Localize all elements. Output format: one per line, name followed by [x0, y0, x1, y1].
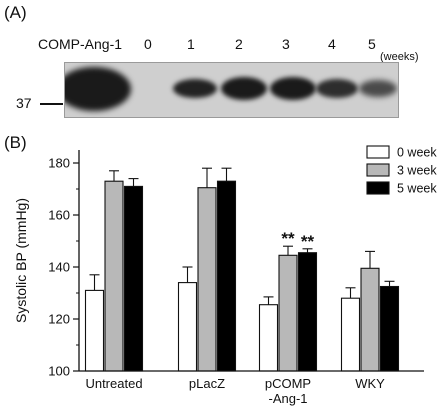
legend-label-1: 3 week: [397, 164, 437, 178]
significance-marker-0: **: [281, 229, 295, 248]
blot-row-label: COMP-Ang-1: [38, 36, 123, 52]
y-tick-label-100: 100: [48, 364, 70, 379]
lane-unit-label: (weeks): [380, 51, 419, 63]
blot-band-week-1: [173, 79, 217, 98]
category-label-3: WKY: [355, 376, 385, 391]
y-tick-label-180: 180: [48, 156, 70, 171]
category-label-line: pLacZ: [189, 376, 225, 391]
legend-swatch-1: [366, 163, 390, 177]
bar-2-1: [278, 254, 298, 372]
bar-3-2: [379, 285, 400, 372]
bar-0-2: [123, 185, 144, 372]
y-axis-label: Systolic BP (mmHg): [13, 198, 29, 323]
y-tick-label-140: 140: [48, 260, 70, 275]
blot-band-week-3: [270, 77, 316, 100]
category-label-line: WKY: [355, 376, 385, 391]
western-blot-image: [64, 62, 399, 118]
bar-1-0: [177, 282, 198, 372]
lane-label-2: 2: [235, 36, 243, 52]
y-tick-label-120: 120: [48, 312, 70, 327]
category-label-0: Untreated: [85, 376, 142, 391]
marker-label: 37: [16, 95, 32, 111]
y-tick-label-160: 160: [48, 208, 70, 223]
blot-band-standard: [65, 67, 131, 111]
lane-label-1: 1: [187, 36, 195, 52]
category-label-line: -Ang-1: [268, 391, 307, 406]
legend-swatch-2: [366, 181, 390, 195]
legend-label-0: 0 week: [397, 146, 437, 160]
category-label-2: pCOMP -Ang-1: [265, 376, 311, 406]
marker-tick: [40, 103, 63, 105]
bar-3-0: [340, 297, 361, 372]
panel-a-label: (A): [4, 3, 27, 22]
lane-label-3: 3: [282, 36, 290, 52]
bar-0-0: [84, 289, 105, 372]
legend: 0 week 3 week 5 week: [366, 145, 437, 196]
legend-label-2: 5 week: [397, 182, 437, 196]
category-label-line: Untreated: [85, 376, 142, 391]
blot-band-week-5: [359, 80, 397, 97]
category-label-1: pLacZ: [189, 376, 225, 391]
category-label-line: pCOMP: [265, 376, 311, 391]
legend-swatch-0: [366, 145, 390, 159]
significance-marker-1: **: [301, 232, 315, 251]
blot-band-week-4: [316, 79, 358, 98]
bar-1-2: [216, 180, 237, 372]
bars-layer: ** **: [84, 167, 400, 372]
bar-3-1: [360, 267, 380, 372]
blot-band-week-2: [221, 77, 267, 100]
bar-2-0: [258, 304, 279, 372]
lane-label-4: 4: [328, 36, 336, 52]
bar-2-2: [297, 252, 318, 372]
lane-label-5: 5: [368, 36, 376, 52]
bar-1-1: [197, 187, 217, 372]
lane-label-0: 0: [144, 36, 152, 52]
bar-0-1: [104, 180, 124, 372]
axis-layer: 100 120 140 160 180 Systolic BP (mmHg) Untreat…: [13, 150, 424, 406]
panel-b-label: (B): [4, 133, 27, 152]
